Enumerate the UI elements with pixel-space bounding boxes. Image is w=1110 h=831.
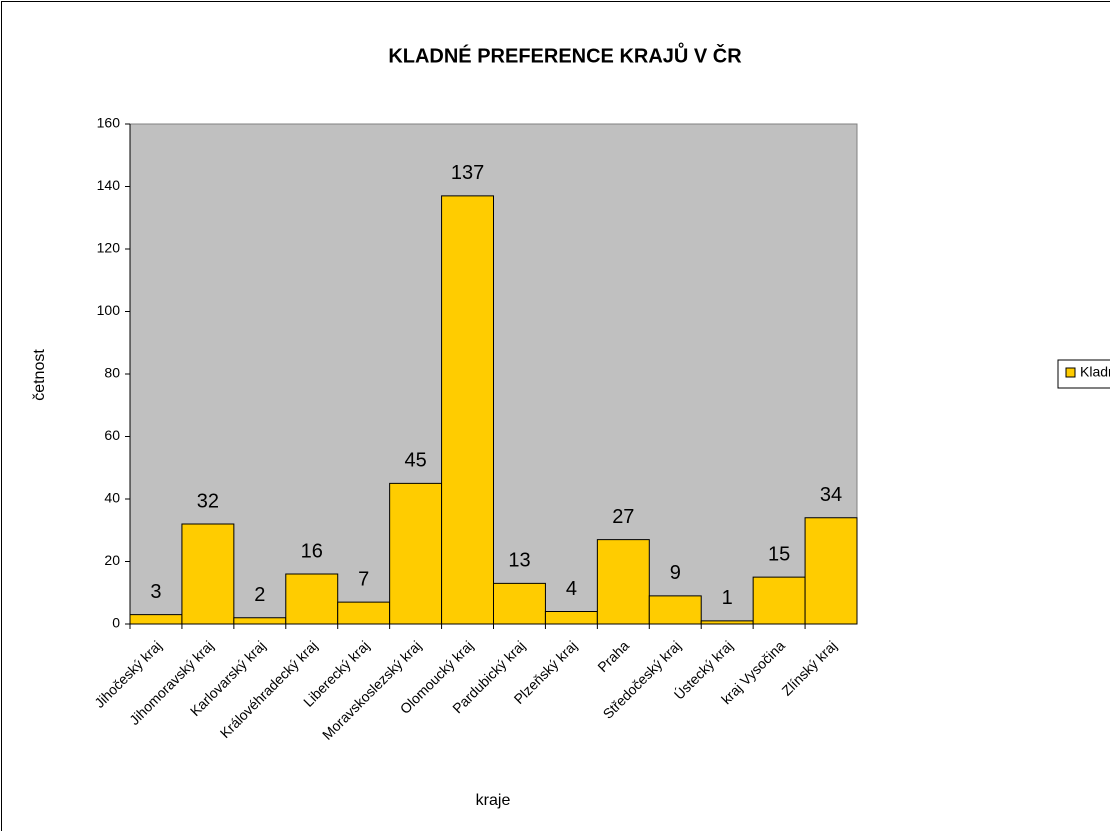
bar: [285, 573, 339, 625]
bar: [648, 595, 702, 625]
bar: [337, 601, 391, 625]
data-label: 2: [254, 584, 265, 606]
data-label: 1: [722, 587, 733, 609]
y-tick-label: 20: [104, 552, 120, 568]
data-label: 4: [566, 578, 577, 600]
bar: [233, 617, 287, 625]
legend-label: Kladné preference krajů v ČR: [1080, 364, 1110, 380]
bar: [544, 611, 598, 625]
legend-swatch: [1065, 367, 1076, 378]
x-axis-label: kraje: [476, 792, 511, 809]
bar: [389, 482, 443, 625]
y-tick-label: 140: [97, 177, 121, 193]
y-tick-label: 100: [97, 302, 121, 318]
bar: [129, 614, 183, 625]
y-tick-label: 80: [104, 365, 120, 381]
y-tick-label: 0: [112, 615, 120, 631]
y-tick-label: 60: [104, 427, 120, 443]
data-label: 137: [451, 162, 484, 184]
bar: [493, 582, 546, 625]
data-label: 16: [301, 540, 323, 562]
y-tick-label: 120: [97, 240, 121, 256]
data-label: 9: [670, 562, 681, 584]
bar: [441, 195, 495, 625]
data-label: 13: [508, 550, 530, 572]
data-label: 27: [612, 506, 634, 528]
data-label: 32: [197, 490, 219, 512]
chart-title: KLADNÉ PREFERENCE KRAJŮ V ČR: [388, 41, 742, 67]
data-label: 7: [358, 568, 369, 590]
bar: [804, 517, 858, 625]
y-axis-label: četnost: [31, 349, 48, 401]
data-label: 3: [150, 581, 161, 603]
bar: [752, 576, 806, 625]
bar: [596, 539, 650, 625]
data-label: 34: [820, 484, 842, 506]
data-label: 45: [404, 450, 426, 472]
y-tick-label: 160: [97, 115, 121, 131]
y-tick-label: 40: [104, 490, 120, 506]
bar: [181, 523, 235, 625]
data-label: 15: [768, 543, 790, 565]
